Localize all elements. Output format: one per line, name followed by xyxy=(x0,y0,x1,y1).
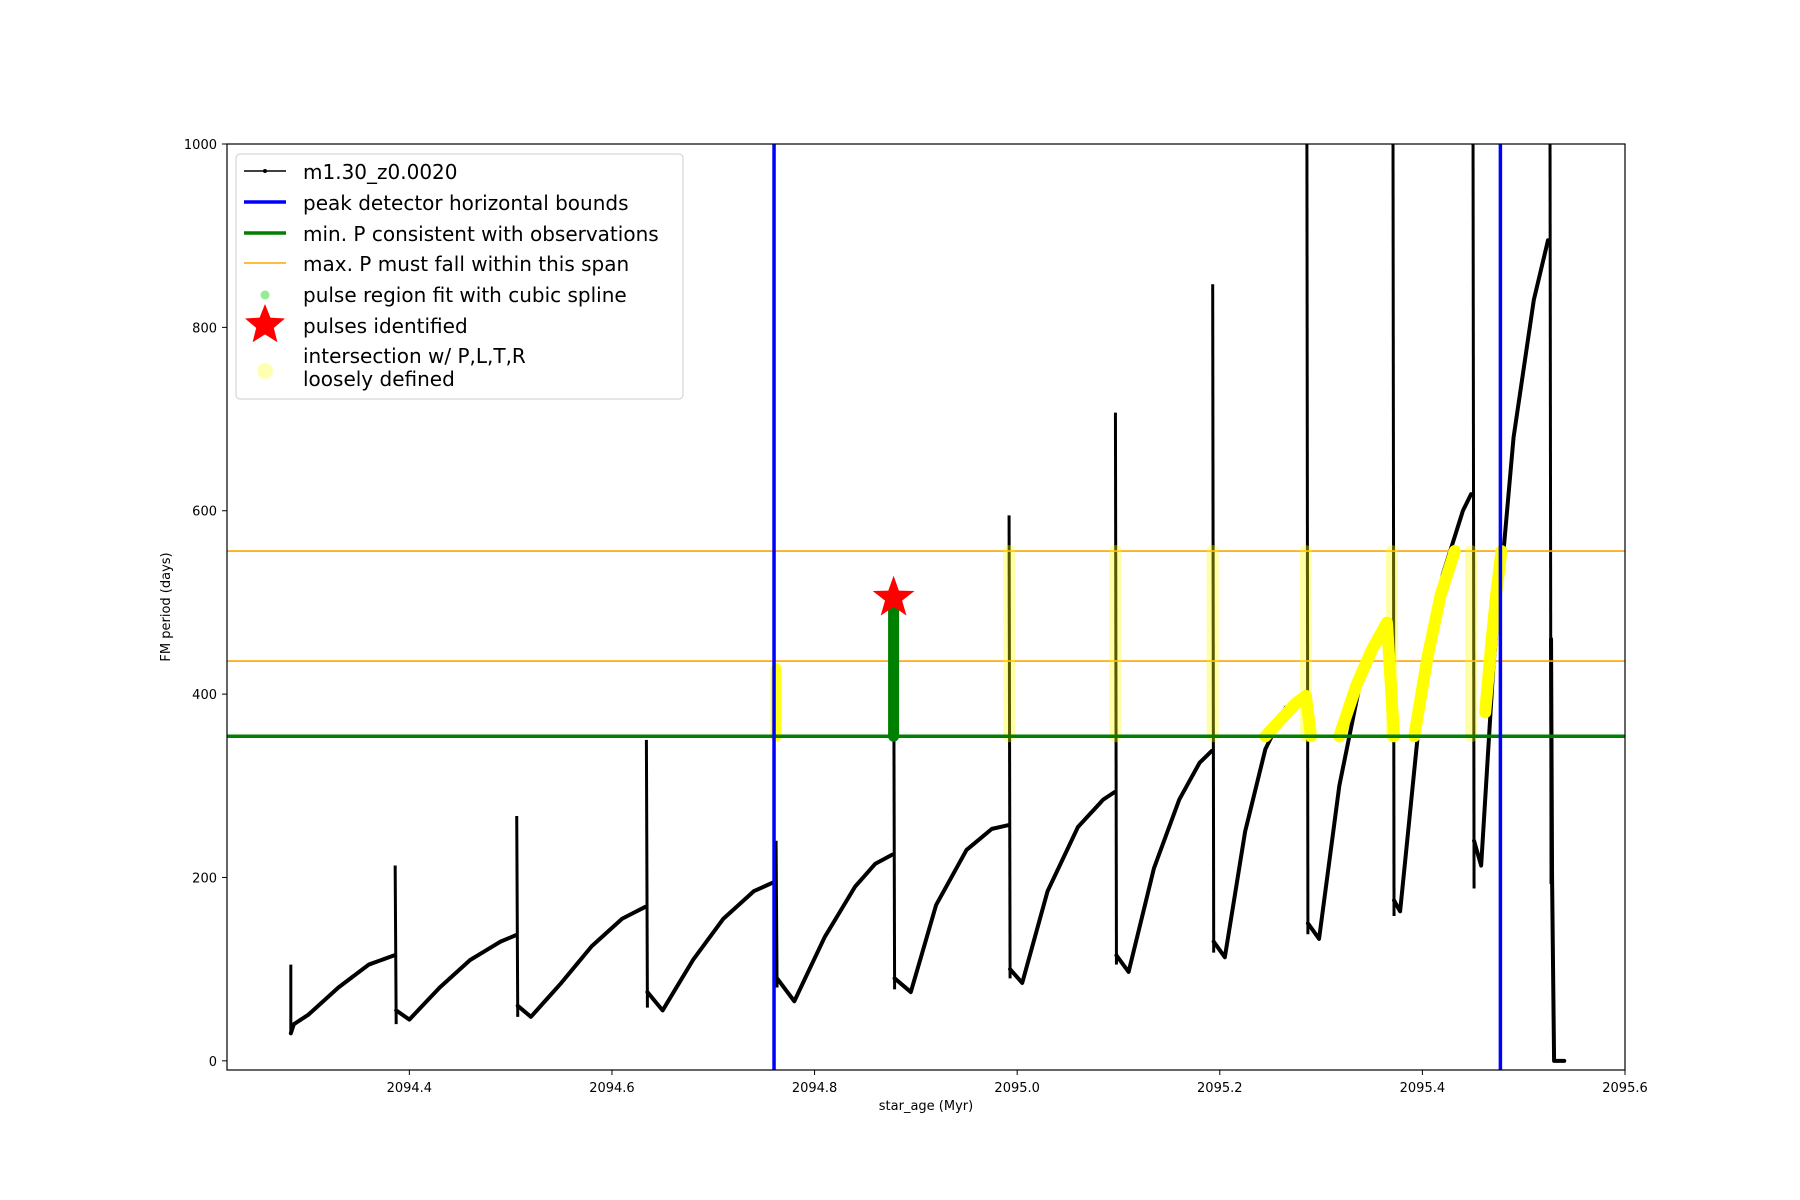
y-tick-label: 200 xyxy=(192,871,217,886)
ticks-layer: 2094.4 2094.6 2094.8 2095.0 2095.2 2095.4 2095… xyxy=(184,138,1648,1096)
model-rise-curve xyxy=(775,852,895,1004)
legend-bounds-label: peak detector horizontal bounds xyxy=(303,191,629,215)
plot-layer xyxy=(227,144,1625,1070)
model-rise-curve xyxy=(645,880,777,1013)
y-tick-label: 600 xyxy=(192,505,217,520)
model-spike xyxy=(1471,144,1476,889)
x-tick-label: 2094.6 xyxy=(589,1081,635,1096)
legend-model-marker xyxy=(263,169,267,173)
model-spike xyxy=(1305,144,1310,935)
model-rise-curve xyxy=(1114,748,1214,974)
legend-model-label: m1.30_z0.0020 xyxy=(303,160,458,184)
x-tick-label: 2095.6 xyxy=(1602,1081,1648,1096)
model-rise-curve xyxy=(892,823,1011,995)
model-rise-curve xyxy=(288,953,397,1036)
y-axis-label: FM period (days) xyxy=(159,552,174,661)
x-axis-label: star_age (Myr) xyxy=(879,1099,973,1114)
legend-intersect-marker xyxy=(257,363,273,379)
legend-intersect-label-1: intersection w/ P,L,T,R xyxy=(303,344,526,368)
legend-intersect-label-2: loosely defined xyxy=(303,367,455,391)
model-rise-curve xyxy=(1549,637,1567,1063)
intersection-curve xyxy=(1333,616,1401,743)
plot-frame xyxy=(226,143,1626,1071)
x-tick-label: 2095.2 xyxy=(1197,1081,1243,1096)
model-rise-curve xyxy=(515,904,648,1019)
pulse-identified-star xyxy=(872,575,915,616)
model-spike xyxy=(1211,284,1216,953)
legend-spline-marker xyxy=(260,290,270,300)
y-tick-label: 0 xyxy=(209,1055,217,1070)
model-spike xyxy=(1113,412,1118,965)
x-tick-label: 2095.0 xyxy=(994,1081,1040,1096)
model-spike xyxy=(393,865,398,1025)
intersection-curve xyxy=(1408,545,1461,743)
legend-box xyxy=(235,153,684,400)
x-tick-label: 2094.8 xyxy=(792,1081,838,1096)
x-tick-label: 2095.4 xyxy=(1400,1081,1446,1096)
model-spike xyxy=(1007,515,1012,979)
model-spike xyxy=(515,816,520,1017)
model-rise-curve xyxy=(1008,790,1117,985)
legend-pulses-label: pulses identified xyxy=(303,314,468,338)
intersection-curve xyxy=(1259,689,1317,743)
legend: m1.30_z0.0020 peak detector horizontal b… xyxy=(235,153,684,400)
x-tick-label: 2094.4 xyxy=(387,1081,433,1096)
y-tick-label: 1000 xyxy=(184,138,217,153)
legend-max-label: max. P must fall within this span xyxy=(303,252,629,276)
legend-pulses-star xyxy=(245,304,285,343)
y-tick-label: 800 xyxy=(192,321,217,336)
model-rise-curve xyxy=(394,933,518,1022)
model-spike xyxy=(1391,144,1396,916)
model-spike xyxy=(774,840,779,988)
y-tick-label: 400 xyxy=(192,688,217,703)
legend-spline-label: pulse region fit with cubic spline xyxy=(303,283,627,307)
model-spike xyxy=(644,739,649,1008)
legend-min-label: min. P consistent with observations xyxy=(303,222,659,246)
